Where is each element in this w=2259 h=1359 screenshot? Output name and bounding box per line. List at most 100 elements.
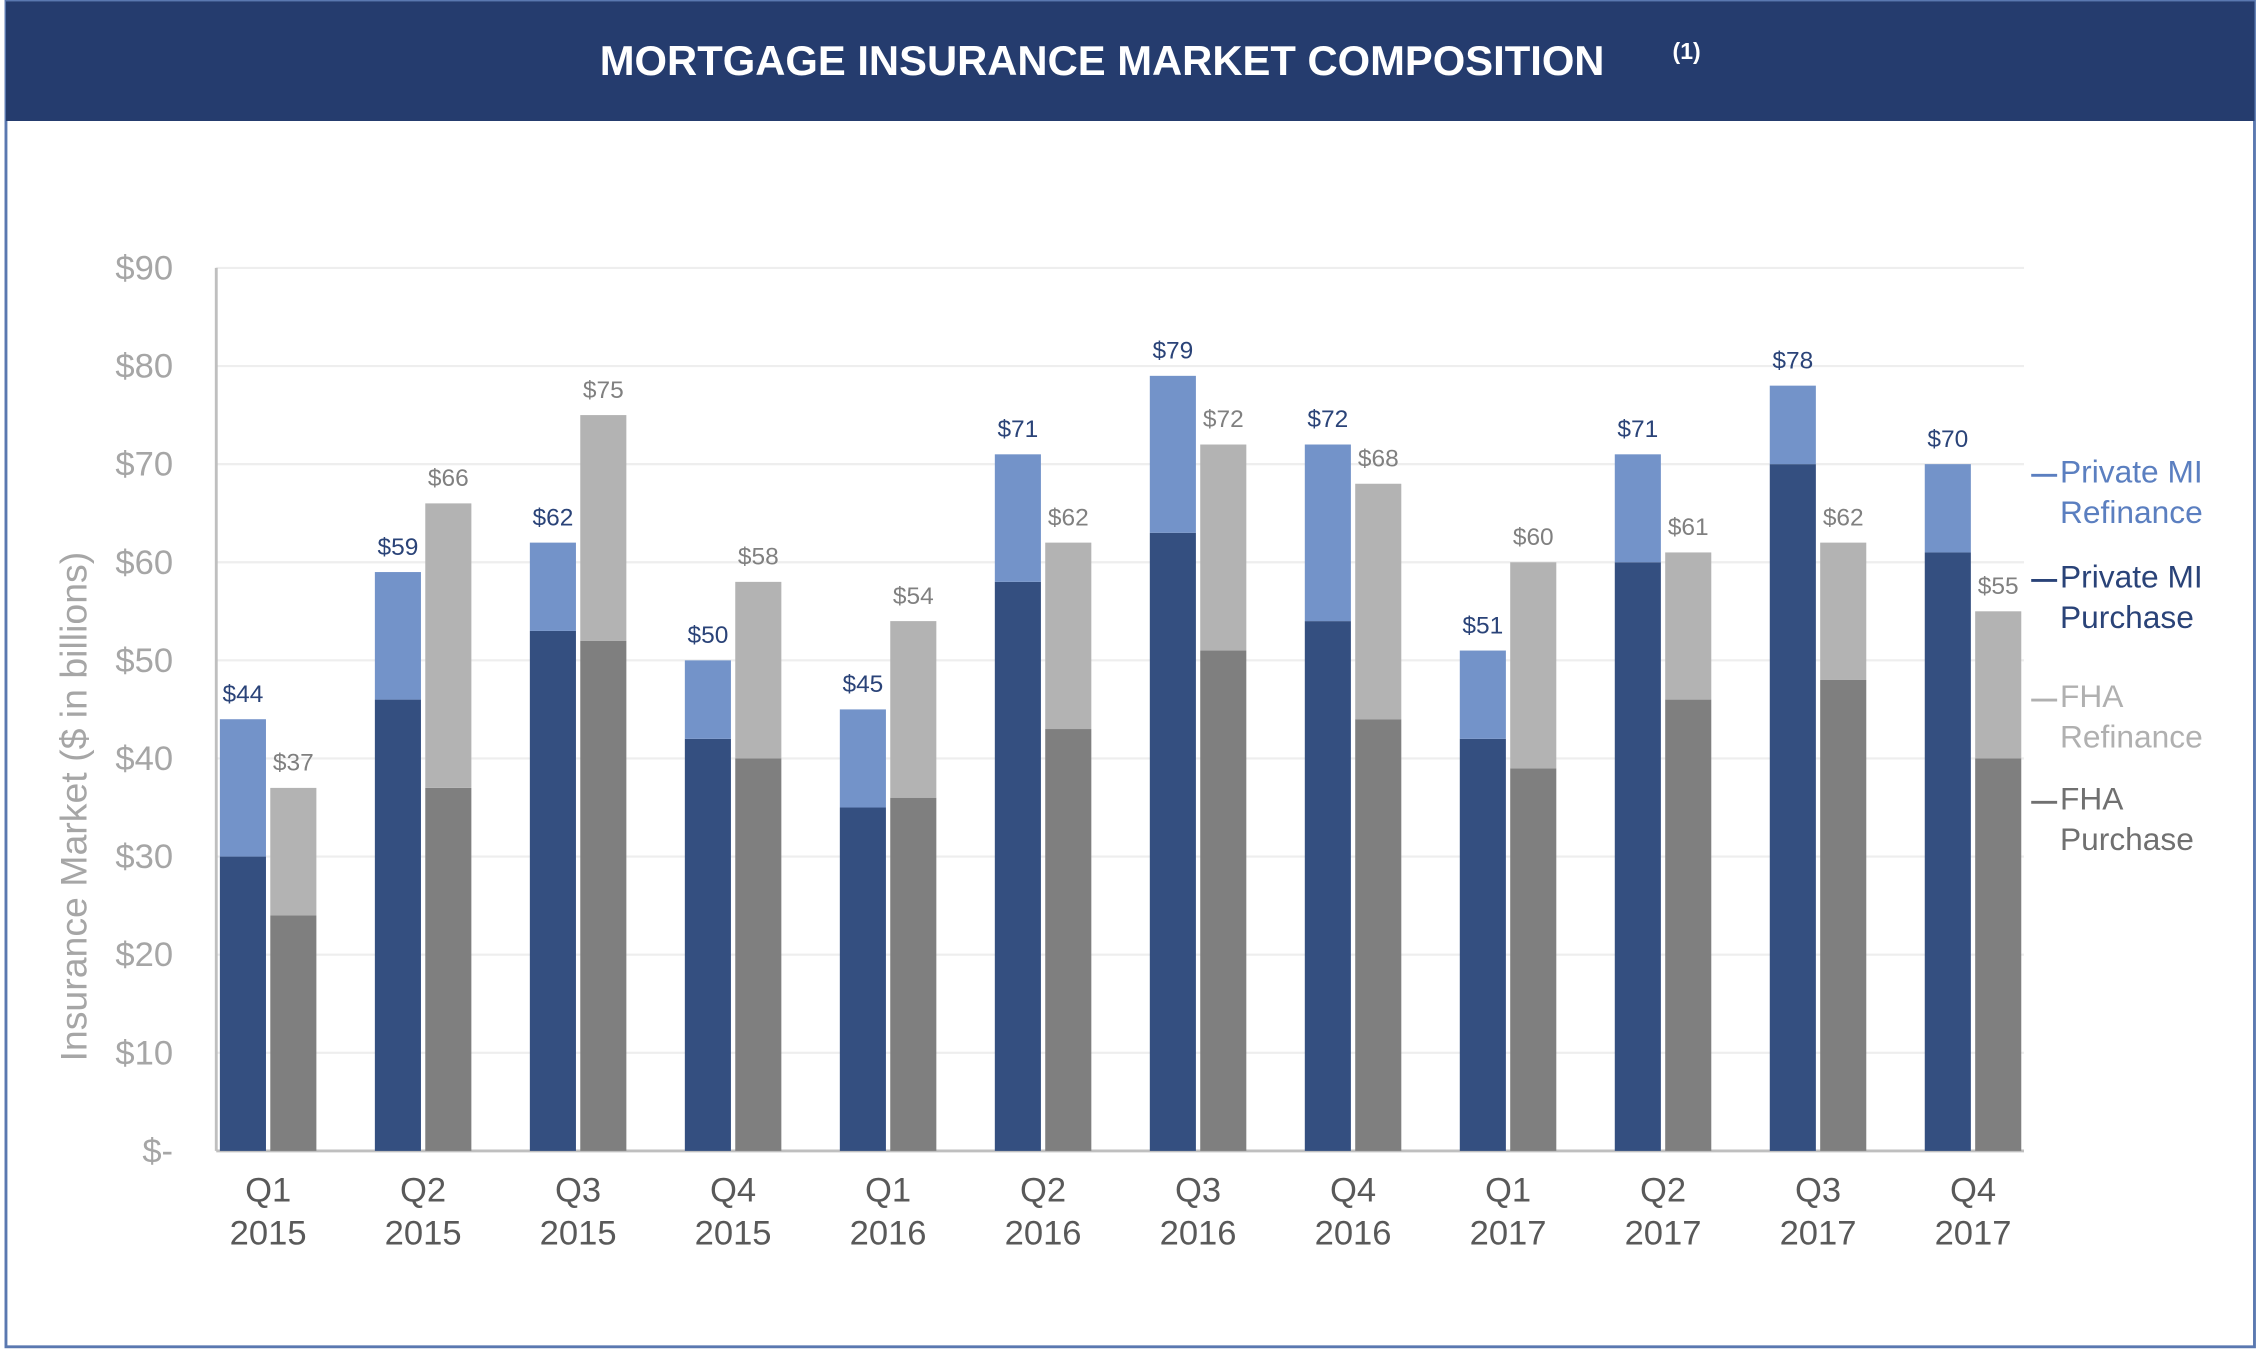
total-label: $79 [1152,338,1193,365]
y-tick-label: $20 [115,936,173,974]
total-label: $59 [377,534,418,561]
bar-segment [839,807,886,1151]
bar-segment [1924,464,1971,553]
total-label: $62 [532,504,573,531]
total-label: $75 [583,377,624,404]
legend-label: Private MI Refinance [2060,453,2203,531]
total-label: $58 [738,544,779,571]
x-tick-line: Q3 [555,1171,601,1209]
bar-segment [1149,375,1196,533]
legend-item: Private MI Purchase [2060,559,2203,635]
y-tick-label: $30 [115,838,173,876]
y-tick-label: $50 [115,642,173,680]
title-note: (1) [1673,38,1701,64]
x-tick-line: Q2 [400,1171,446,1209]
y-tick-label: $70 [115,446,173,484]
x-tick-line: 2017 [1625,1215,1702,1253]
x-tick-line: Q1 [1485,1171,1531,1209]
bar-segment [1769,464,1816,1151]
legend-item: Private MI Refinance [2060,453,2203,531]
total-label: $44 [223,681,264,708]
x-tick-line: Q1 [865,1171,911,1209]
x-tick-line: Q4 [710,1171,756,1209]
bar-segment [374,572,421,700]
total-label: $61 [1668,514,1709,541]
total-label: $50 [687,622,728,649]
x-tick-line: 2015 [695,1215,772,1253]
x-tick-label: Q2 2017 [1625,1171,1702,1252]
bar-segment [1665,699,1712,1151]
bar-segment [580,415,627,641]
bar-segment [1459,738,1506,1151]
bar-segment [1975,611,2022,759]
bar-segment [1769,385,1816,465]
bar-segment [684,660,731,739]
bar-segment [1614,454,1661,563]
x-tick-line: 2016 [850,1215,927,1253]
total-label: $70 [1927,426,1968,453]
x-tick-label: Q3 2016 [1160,1171,1237,1252]
bar-segment [1459,650,1506,739]
bar-segment [1304,444,1351,622]
x-tick-label: Q3 2015 [540,1171,617,1252]
bar-segment [684,738,731,1151]
x-tick-label: Q3 2017 [1780,1171,1857,1252]
bar-segment [1510,768,1557,1151]
total-label: $66 [428,465,469,492]
bar-segment [425,787,472,1151]
total-label: $62 [1823,504,1864,531]
bar-segment [219,719,266,857]
x-tick-line: 2017 [1935,1215,2012,1253]
bar-segment [1045,542,1092,730]
total-label: $54 [893,583,934,610]
x-tick-label: Q1 2015 [230,1171,307,1252]
y-tick-label: $80 [115,348,173,386]
x-tick-line: 2015 [540,1215,617,1253]
bar-segment [994,454,1041,582]
bar-segment [425,503,472,788]
bar-segment [839,709,886,808]
bar-segment [890,621,937,798]
x-tick-label: Q4 2016 [1315,1171,1392,1252]
legend-label: FHA Purchase [2060,780,2194,858]
x-tick-line: 2016 [1160,1215,1237,1253]
bar-segment [735,581,782,759]
y-axis-label: Insurance Market ($ in billions) [53,552,95,1062]
x-tick-label: Q1 2017 [1470,1171,1547,1252]
total-label: $55 [1978,573,2019,600]
x-tick-label: Q2 2015 [385,1171,462,1252]
chart-title: MORTGAGE INSURANCE MARKET COMPOSITION [600,37,1605,84]
x-tick-line: 2015 [230,1215,307,1253]
bar-segment [1149,532,1196,1151]
x-tick-line: Q1 [245,1171,291,1209]
bar-segment [270,915,317,1151]
x-tick-line: 2017 [1780,1215,1857,1253]
bar-segment [735,758,782,1151]
bar-segment [219,856,266,1151]
total-label: $62 [1048,504,1089,531]
bar-segment [1200,650,1247,1151]
x-tick-label: Q4 2015 [695,1171,772,1252]
bar-segment [994,581,1041,1151]
x-tick-line: 2016 [1315,1215,1392,1253]
bar-segment [890,797,937,1151]
total-label: $60 [1513,524,1554,551]
bar-segment [374,699,421,1151]
bar-segment [1355,719,1402,1151]
bar-segment [529,630,576,1151]
x-tick-line: Q4 [1950,1171,1996,1209]
x-tick-label: Q1 2016 [850,1171,927,1252]
y-tick-label: $90 [115,249,173,287]
bar-segment [1924,552,1971,1151]
total-label: $71 [997,416,1038,443]
bar-segment [1820,542,1867,680]
total-label: $71 [1617,416,1658,443]
total-label: $51 [1462,612,1503,639]
bar-segment [1355,483,1402,720]
legend-label: FHA Refinance [2060,678,2203,755]
frame [4,0,2256,1349]
x-tick-line: Q2 [1020,1171,1066,1209]
bar-segment [529,542,576,631]
